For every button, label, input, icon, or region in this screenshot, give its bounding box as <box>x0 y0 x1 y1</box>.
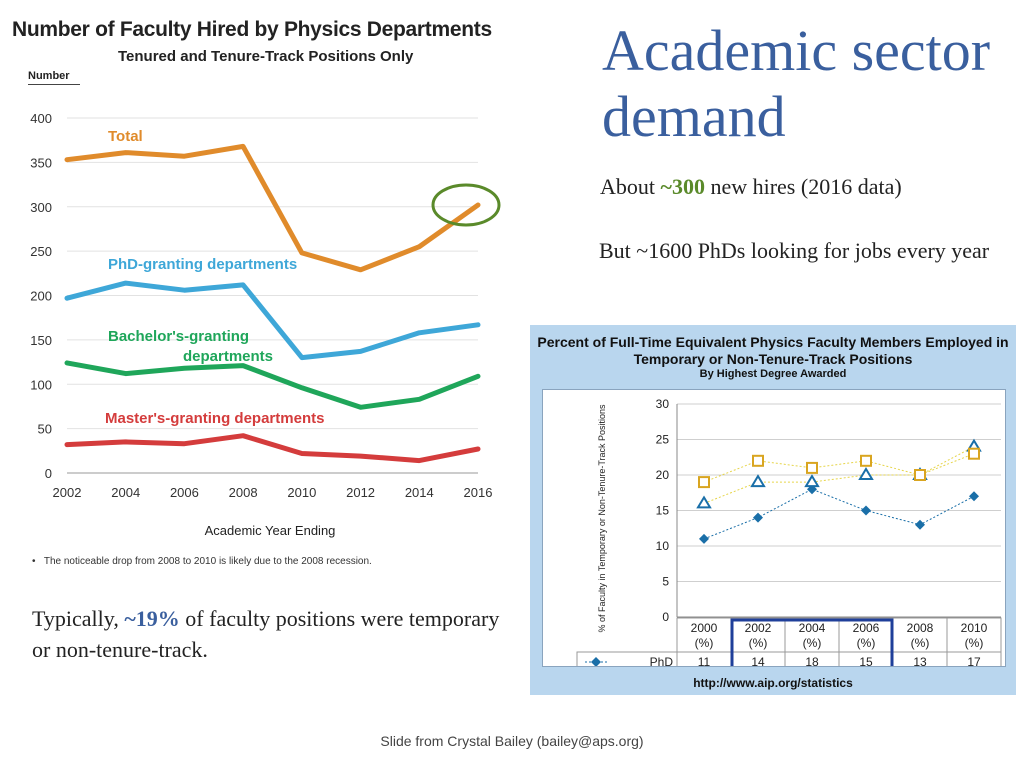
chart1-y-axis-label: Number <box>28 70 80 85</box>
chart2-table-cell: 11 <box>698 655 711 666</box>
chart1-x-tick-label: 2004 <box>111 485 140 500</box>
chart2-category-label: 2006 <box>853 621 880 635</box>
chart2-point-bachelors <box>860 454 872 467</box>
chart2-y-tick-label: 25 <box>656 433 670 447</box>
chart2-category-label: 2010 <box>961 621 988 635</box>
chart2-table-cell: 13 <box>913 655 927 666</box>
chart2-series-line-0 <box>703 488 975 540</box>
chart2-point-masters <box>750 474 766 488</box>
chart2-y-tick-label: 5 <box>662 575 669 589</box>
chart2-category-label: 2000 <box>691 621 718 635</box>
phd-supply-fact: But ~1600 PhDs looking for jobs every ye… <box>599 238 990 263</box>
chart2-category-label: 2002 <box>745 621 772 635</box>
chart1-series-line-0 <box>64 143 481 273</box>
chart1-footnote: • The noticeable drop from 2008 to 2010 … <box>32 556 372 567</box>
chart2-point-phd <box>969 491 979 502</box>
chart1-x-tick-label: 2002 <box>53 485 82 500</box>
chart1-series-line-2 <box>64 360 481 410</box>
chart2-series-name: PhD <box>650 655 674 666</box>
chart2-y-tick-label: 15 <box>656 504 670 518</box>
chart2-legend-diamond <box>591 657 601 667</box>
chart2-y-axis-label: % of Faculty in Temporary or Non-Tenure-… <box>597 404 607 633</box>
chart2-point-phd <box>915 519 925 530</box>
chart2-point-masters <box>804 474 820 488</box>
chart2-point-bachelors <box>914 469 926 481</box>
slide-credit: Slide from Crystal Bailey (bailey@aps.or… <box>380 733 644 749</box>
chart2-table-cell: 15 <box>859 655 873 666</box>
chart1-series-label: Bachelor's-granting <box>108 328 249 345</box>
chart2-point-masters <box>858 467 874 480</box>
chart2-category-unit: (%) <box>749 636 768 650</box>
chart2-y-tick-label: 30 <box>656 397 670 411</box>
chart1-y-tick-label: 300 <box>30 200 52 215</box>
chart1-subtitle: Tenured and Tenure-Track Positions Only <box>118 48 414 65</box>
chart1-x-axis-label: Academic Year Ending <box>205 523 336 538</box>
chart1-plot: 0 50 100 150 200 250 300 350 400 2002 2004 2006 2008… <box>30 111 501 538</box>
chart2-category-unit: (%) <box>803 636 822 650</box>
chart1-x-tick-label: 2014 <box>405 485 434 500</box>
chart2-source-url: http://www.aip.org/statistics <box>693 676 853 690</box>
chart2-point-bachelors <box>806 461 818 474</box>
chart2-table-cell: 17 <box>967 655 981 666</box>
chart1-highlight-circle <box>431 183 501 227</box>
chart2-point-bachelors <box>968 447 980 460</box>
chart1-y-tick-label: 200 <box>30 289 52 304</box>
chart1-y-tick-label: 400 <box>30 111 52 126</box>
chart1-series-label: Total <box>108 128 143 145</box>
chart1-x-tick-label: 2012 <box>346 485 375 500</box>
chart2-point-bachelors <box>752 454 764 467</box>
chart2-table-cell: 14 <box>751 655 765 666</box>
chart2-table-cell: 18 <box>805 655 819 666</box>
chart1-y-tick-label: 100 <box>30 377 52 392</box>
chart2-category-unit: (%) <box>965 636 984 650</box>
chart1-x-tick-label: 2010 <box>287 485 316 500</box>
slide-title: Academic sector demand <box>602 18 991 149</box>
chart1-y-tick-label: 0 <box>45 466 52 481</box>
chart2-plot: 0 5 10 15 20 25 30 % of Faculty in Temporary or… <box>576 397 1002 734</box>
chart2-series-line-1 <box>703 446 975 504</box>
chart2-title: Percent of Full-Time Equivalent Physics … <box>537 334 1009 367</box>
temporary-percent-value: ~19% <box>124 606 180 631</box>
chart2-panel: Percent of Full-Time Equivalent Physics … <box>530 325 1016 734</box>
chart1-x-tick-label: 2016 <box>464 485 493 500</box>
chart2-category-label: 2004 <box>799 621 826 635</box>
chart2-point-masters <box>696 495 712 509</box>
chart2-category-unit: (%) <box>695 636 714 650</box>
chart2-point-phd <box>699 533 709 544</box>
chart1-series-line-1 <box>64 280 481 361</box>
chart1-y-tick-label: 150 <box>30 333 52 348</box>
new-hires-value: ~300 <box>660 174 705 199</box>
chart1-title: Number of Faculty Hired by Physics Depar… <box>12 18 492 41</box>
new-hires-fact: About ~300 new hires (2016 data) <box>600 174 902 199</box>
chart2-point-bachelors <box>698 476 710 489</box>
chart2-subtitle: By Highest Degree Awarded <box>699 368 847 380</box>
chart1-series-label: departments <box>183 348 273 365</box>
chart2-y-tick-label: 0 <box>662 610 669 624</box>
chart1-series-line-3 <box>64 433 481 464</box>
chart2-y-tick-label: 20 <box>656 468 670 482</box>
chart2-category-label: 2008 <box>907 621 934 635</box>
chart2-series-line-2 <box>703 453 975 483</box>
chart1-y-tick-label: 50 <box>38 422 52 437</box>
chart1-x-tick-label: 2008 <box>229 485 258 500</box>
chart1-x-tick-label: 2006 <box>170 485 199 500</box>
chart1-y-tick-label: 250 <box>30 244 52 259</box>
chart2-category-unit: (%) <box>911 636 930 650</box>
temporary-positions-fact: Typically, ~19% of faculty positions wer… <box>32 606 500 662</box>
chart2-category-unit: (%) <box>857 636 876 650</box>
chart1-y-tick-label: 350 <box>30 155 52 170</box>
chart2-y-tick-label: 10 <box>656 539 670 553</box>
chart1-series-label: Master's-granting departments <box>105 410 324 427</box>
chart2-table-frame <box>576 651 1002 729</box>
chart1-series-label: PhD-granting departments <box>108 256 297 273</box>
chart2-point-phd <box>861 505 871 516</box>
chart2-point-phd <box>753 512 763 523</box>
chart2-plot-area: 0 5 10 15 20 25 30 % of Faculty in Temporary or… <box>542 389 1006 734</box>
